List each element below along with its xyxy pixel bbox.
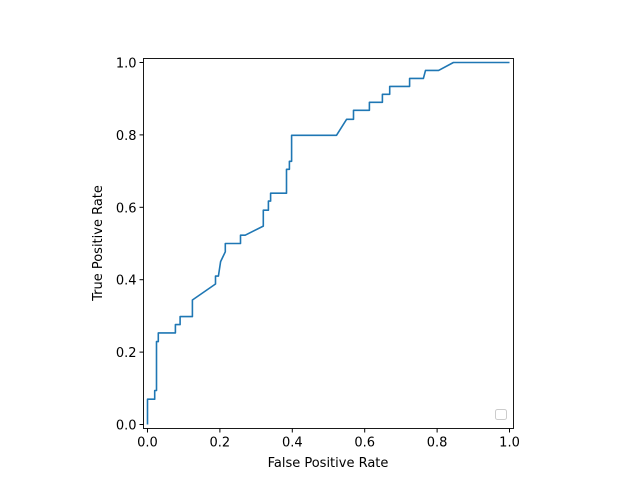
y-tick-label: 0.2 <box>116 346 137 361</box>
x-tick-label: 0.2 <box>210 436 231 451</box>
x-tick-label: 0.6 <box>354 436 375 451</box>
roc-curve-line <box>146 61 510 425</box>
x-axis-label: False Positive Rate <box>268 456 389 471</box>
y-tick-label: 0.0 <box>116 419 137 434</box>
x-tick-label: 1.0 <box>499 436 520 451</box>
x-tick-label: 0.0 <box>137 436 158 451</box>
axes-frame <box>143 58 514 429</box>
y-tick-label: 0.4 <box>116 274 137 289</box>
y-tick-label: 0.8 <box>116 129 137 144</box>
x-tick-label: 0.8 <box>427 436 448 451</box>
y-tick-label: 0.6 <box>116 201 137 216</box>
legend-box <box>495 409 507 420</box>
y-tick-label: 1.0 <box>116 56 137 71</box>
x-tick-label: 0.4 <box>282 436 303 451</box>
y-axis-label: True Positive Rate <box>91 185 106 302</box>
